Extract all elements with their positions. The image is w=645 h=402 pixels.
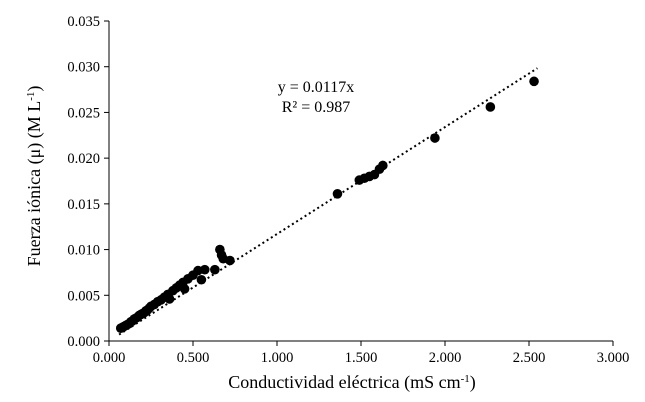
data-point bbox=[225, 255, 235, 266]
x-tick-label: 1.500 bbox=[345, 350, 378, 366]
y-tick-label: 0.025 bbox=[67, 105, 100, 121]
y-tick-label: 0.010 bbox=[67, 243, 100, 259]
x-tick-label: 0.500 bbox=[177, 350, 210, 366]
x-axis-title-main: Conductividad eléctrica (mS cm bbox=[228, 372, 460, 393]
equation-label: y = 0.0117x bbox=[278, 79, 354, 96]
x-axis-title-superscript: -1 bbox=[461, 373, 470, 385]
data-point bbox=[529, 76, 539, 87]
data-point bbox=[179, 284, 190, 294]
x-axis-title-end: ) bbox=[470, 372, 476, 393]
data-points bbox=[115, 76, 539, 334]
y-axis-title-superscript: -1 bbox=[25, 92, 37, 101]
y-tick-label: 0.015 bbox=[67, 197, 100, 213]
r-squared-label: R² = 0.987 bbox=[282, 99, 351, 116]
axes bbox=[104, 20, 614, 346]
y-tick-label: 0.000 bbox=[67, 334, 100, 350]
data-point bbox=[196, 274, 207, 285]
data-point bbox=[210, 264, 220, 275]
y-axis-title-main: Fuerza iónica (μ) (M L bbox=[24, 101, 45, 267]
data-point bbox=[332, 189, 343, 199]
x-tick-label: 0.000 bbox=[93, 350, 126, 366]
y-tick-label: 0.035 bbox=[67, 14, 100, 30]
tick-labels: 0.000 0.500 1.000 1.500 2.000 2.500 3.000 0.000… bbox=[67, 14, 629, 366]
x-tick-label: 3.000 bbox=[597, 350, 630, 366]
data-point bbox=[164, 294, 175, 304]
data-point bbox=[378, 160, 388, 171]
y-tick-label: 0.020 bbox=[67, 151, 100, 167]
data-point bbox=[485, 102, 496, 112]
y-axis-title-end: ) bbox=[24, 86, 45, 92]
x-axis-title: Conductividad eléctrica (mS cm-1) bbox=[228, 372, 476, 393]
x-tick-label: 1.000 bbox=[261, 350, 294, 366]
y-tick-label: 0.030 bbox=[67, 60, 100, 76]
x-tick-label: 2.000 bbox=[429, 350, 462, 366]
y-tick-label: 0.005 bbox=[67, 288, 100, 304]
data-point bbox=[199, 264, 210, 275]
data-point bbox=[430, 133, 440, 143]
y-axis-title: Fuerza iónica (μ) (M L-1) bbox=[24, 86, 45, 267]
x-tick-label: 2.500 bbox=[513, 350, 546, 366]
